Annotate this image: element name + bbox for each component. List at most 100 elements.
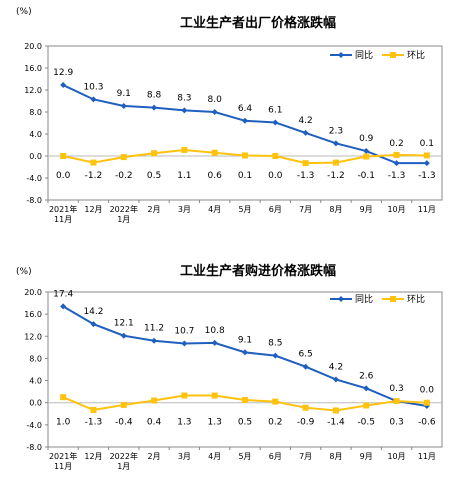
y-tick-label: -8.0 — [26, 443, 42, 452]
data-label-yoy: 0.9 — [359, 134, 374, 144]
data-point-mom — [302, 404, 309, 411]
legend-label: 环比 — [407, 49, 425, 61]
x-tick-label: 2022年 1月 — [110, 451, 138, 471]
data-point-yoy — [90, 321, 97, 328]
data-point-mom — [363, 402, 370, 409]
data-point-mom — [242, 152, 248, 159]
data-label-mom: -1.3 — [85, 418, 103, 428]
data-label-yoy: 8.5 — [268, 339, 282, 349]
data-point-mom — [181, 146, 188, 153]
x-tick-label: 2022年 1月 — [110, 204, 138, 224]
data-point-mom — [302, 160, 309, 167]
data-label-yoy: 9.1 — [117, 89, 131, 99]
data-point-yoy — [393, 160, 400, 167]
x-tick-label: 7月 — [299, 452, 312, 461]
x-tick-label: 2月 — [148, 452, 161, 461]
data-point-yoy — [60, 82, 67, 89]
data-point-yoy — [332, 140, 339, 147]
data-label-yoy: 6.5 — [298, 350, 312, 360]
y-tick-label: -4.0 — [26, 174, 42, 183]
data-point-mom — [120, 401, 127, 408]
x-tick-label: 12月 — [84, 205, 102, 214]
data-point-mom — [272, 398, 279, 405]
data-label-yoy: 4.2 — [298, 116, 312, 126]
data-point-mom — [181, 392, 188, 399]
data-label-mom: 0.3 — [389, 418, 403, 428]
x-tick-label: 10月 — [387, 452, 405, 461]
data-point-mom — [120, 154, 127, 161]
data-point-yoy — [181, 107, 188, 114]
data-point-yoy — [90, 96, 97, 103]
data-point-mom — [211, 392, 218, 399]
data-label-yoy: 8.8 — [147, 91, 162, 101]
data-label-mom: -0.4 — [115, 418, 133, 428]
legend-item-mom: 环比 — [382, 49, 425, 61]
data-label-yoy: 10.3 — [83, 82, 103, 92]
y-tick-label: 0.0 — [29, 399, 42, 408]
data-point-yoy — [363, 385, 370, 392]
x-tick-label: 8月 — [329, 205, 342, 214]
legend-label: 环比 — [407, 293, 425, 305]
data-point-yoy — [423, 160, 430, 167]
legend-item-mom: 环比 — [382, 293, 425, 305]
data-label-mom: 0.0 — [268, 171, 283, 181]
data-label-yoy: -1.3 — [418, 171, 436, 181]
data-point-mom — [90, 159, 97, 166]
data-point-yoy — [211, 109, 218, 115]
data-label-yoy: -1.3 — [388, 171, 406, 181]
data-point-mom — [393, 398, 400, 405]
data-point-mom — [272, 153, 279, 159]
x-tick-label: 9月 — [360, 452, 373, 461]
data-label-mom: 0.5 — [147, 171, 161, 181]
x-tick-label: 9月 — [360, 205, 373, 214]
data-label-yoy: 14.2 — [83, 307, 103, 317]
data-point-yoy — [120, 332, 127, 339]
data-label-mom: -1.3 — [297, 171, 315, 181]
y-tick-label: -4.0 — [26, 421, 42, 430]
data-label-mom: -1.2 — [85, 171, 103, 181]
data-point-yoy — [60, 303, 67, 310]
x-tick-label: 4月 — [208, 205, 221, 214]
data-point-mom — [60, 153, 67, 159]
y-unit-label: (%) — [16, 7, 32, 17]
y-tick-label: 16.0 — [24, 310, 42, 319]
x-tick-label: 11月 — [418, 452, 436, 461]
data-point-mom — [90, 406, 97, 413]
data-label-mom: 0.0 — [56, 171, 71, 181]
data-point-yoy — [302, 129, 309, 136]
data-label-mom: 0.2 — [268, 418, 282, 428]
data-label-mom: 0.6 — [208, 171, 223, 181]
data-label-mom: -0.2 — [115, 171, 133, 181]
x-tick-label: 4月 — [208, 452, 221, 461]
y-tick-label: 16.0 — [24, 64, 42, 73]
data-point-mom — [393, 151, 400, 158]
y-tick-label: 4.0 — [29, 377, 42, 386]
legend-marker — [338, 52, 344, 58]
x-tick-label: 2021年 11月 — [49, 451, 77, 471]
data-label-mom: -1.2 — [327, 171, 345, 181]
legend-marker — [338, 296, 344, 302]
data-label-mom: 1.0 — [56, 418, 71, 428]
data-point-yoy — [302, 363, 309, 370]
data-point-mom — [151, 397, 158, 404]
data-label-yoy: 6.4 — [238, 104, 253, 114]
x-tick-label: 3月 — [178, 452, 191, 461]
data-label-mom: -1.4 — [327, 418, 345, 428]
data-point-yoy — [181, 340, 188, 347]
data-point-yoy — [332, 376, 339, 383]
legend-label: 同比 — [355, 49, 373, 61]
data-label-mom: -0.9 — [297, 418, 315, 428]
data-label-yoy: 2.3 — [329, 126, 343, 136]
data-label-yoy: 12.9 — [53, 68, 73, 78]
x-tick-label: 12月 — [84, 452, 102, 461]
x-tick-label: 5月 — [238, 452, 251, 461]
data-point-mom — [151, 150, 158, 157]
data-label-mom: 1.3 — [208, 418, 222, 428]
plot-frame — [47, 45, 443, 201]
y-tick-label: 20.0 — [24, 42, 42, 51]
data-label-yoy: 10.7 — [174, 326, 194, 336]
x-tick-label: 10月 — [387, 205, 405, 214]
data-point-yoy — [363, 148, 370, 155]
data-point-mom — [60, 394, 67, 401]
